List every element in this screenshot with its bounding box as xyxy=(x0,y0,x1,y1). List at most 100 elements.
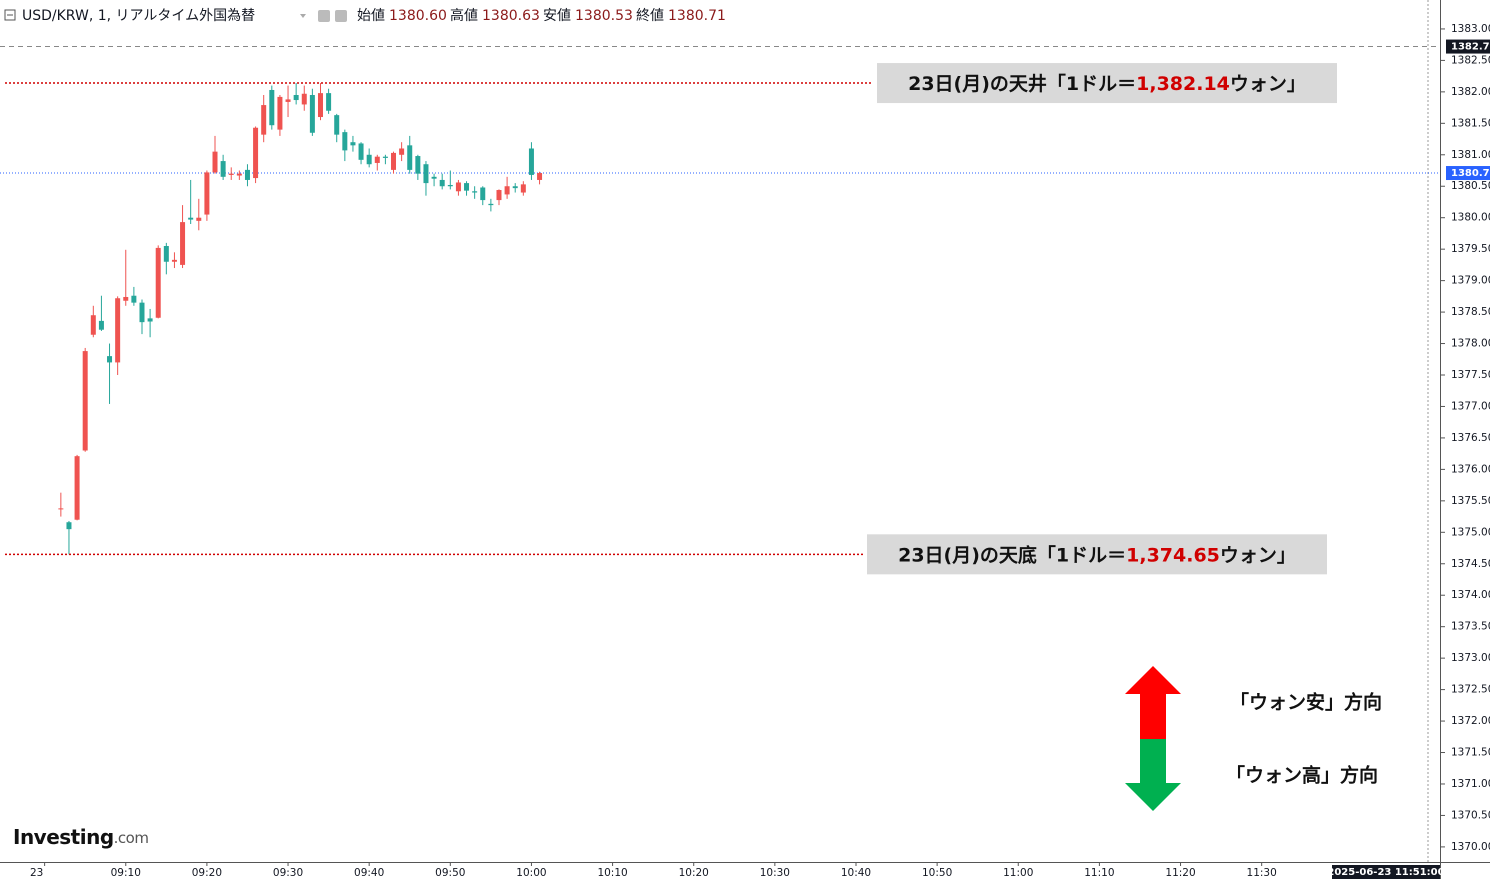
x-tick-label: 10:10 xyxy=(597,867,627,879)
annotation-prefix: 23日(月)の天井「1ドル＝ xyxy=(908,72,1136,95)
x-tick-label: 23 xyxy=(30,867,43,879)
candle-body xyxy=(180,222,186,265)
candle-body xyxy=(342,132,348,151)
dropdown[interactable] xyxy=(300,14,306,18)
ohlc-value: 1380.53 xyxy=(575,8,633,24)
annotation: 23日(月)の天井「1ドル＝1,382.14ウォン」 xyxy=(908,72,1306,95)
candle-body xyxy=(188,217,194,220)
x-tick-label: 10:30 xyxy=(760,867,790,879)
candle-body xyxy=(244,169,250,180)
y-tick-label: 1371.50 xyxy=(1451,747,1490,759)
candle-body xyxy=(374,156,380,163)
candle-body xyxy=(472,191,478,193)
ohlc-name: 始値 xyxy=(357,8,385,24)
y-tick-label: 1377.00 xyxy=(1451,400,1490,412)
collapse-icon[interactable] xyxy=(4,9,16,21)
annotation-value: 1,382.14 xyxy=(1136,73,1230,95)
candle-body xyxy=(391,152,397,170)
candle-body xyxy=(147,318,153,322)
candle-body xyxy=(439,179,445,187)
crosshair-time-box xyxy=(1332,865,1440,879)
x-tick-label: 10:50 xyxy=(922,867,952,879)
candle-body xyxy=(123,296,129,301)
logo: Investing.com xyxy=(13,825,148,849)
candle-body xyxy=(58,508,64,510)
y-tick-label: 1381.50 xyxy=(1451,117,1490,129)
candle-body xyxy=(293,95,299,101)
y-tick-label: 1380.50 xyxy=(1451,180,1490,192)
direction-down: 「ウォン高」方向 xyxy=(1226,764,1378,787)
y-tick-label: 1376.00 xyxy=(1451,463,1490,475)
candle-body xyxy=(504,186,510,195)
candle-body xyxy=(98,320,104,330)
candle-body xyxy=(196,217,202,221)
candle-body xyxy=(131,295,137,303)
candle-body xyxy=(317,93,323,118)
y-tick-label: 1379.50 xyxy=(1451,243,1490,255)
ohlc-value: 1380.71 xyxy=(668,8,726,24)
candle-body xyxy=(277,96,283,130)
y-tick-label: 1379.00 xyxy=(1451,275,1490,287)
candle-body xyxy=(309,95,315,133)
crosshair-time: 2025-06-23 11:51:00 xyxy=(1327,867,1444,878)
y-tick-label: 1383.00 xyxy=(1451,23,1490,35)
last-price-box xyxy=(1446,166,1490,181)
candle-body xyxy=(520,184,526,193)
candle-body xyxy=(204,172,210,215)
x-tick-label: 09:10 xyxy=(111,867,141,879)
candle-body xyxy=(228,173,234,175)
crosshair-price-box xyxy=(1446,39,1490,54)
eye-icon[interactable] xyxy=(318,10,330,22)
candle-body xyxy=(512,186,518,189)
candle-body xyxy=(350,142,356,146)
candle-body xyxy=(220,161,226,177)
y-tick-label: 1380.00 xyxy=(1451,212,1490,224)
y-tick-label: 1373.00 xyxy=(1451,652,1490,664)
x-tick-label: 09:20 xyxy=(192,867,222,879)
y-tick-label: 1370.50 xyxy=(1451,809,1490,821)
x-tick-label: 11:10 xyxy=(1084,867,1114,879)
candle-body xyxy=(82,351,88,451)
logo-name: Investing xyxy=(13,825,114,849)
candle-body xyxy=(480,187,486,201)
candle-body xyxy=(139,302,145,323)
y-tick-label: 1374.50 xyxy=(1451,558,1490,570)
y-tick-label: 1371.00 xyxy=(1451,778,1490,790)
candle-body xyxy=(464,183,470,191)
ohlc-value: 1380.63 xyxy=(482,8,540,24)
candle-body xyxy=(90,315,96,335)
candle-body xyxy=(496,190,502,201)
ohlc-name: 安値 xyxy=(543,8,571,24)
candle-body xyxy=(163,246,169,262)
settings-icon[interactable] xyxy=(335,10,347,22)
x-tick-label: 09:40 xyxy=(354,867,384,879)
annotation-box xyxy=(867,534,1327,575)
annotation-prefix: 23日(月)の天底「1ドル＝ xyxy=(898,543,1126,566)
direction-up: 「ウォン安」方向 xyxy=(1230,691,1382,714)
candle-body xyxy=(301,93,307,105)
ohlc-name: 高値 xyxy=(450,7,478,24)
candle-body xyxy=(171,259,177,262)
candle-body xyxy=(236,173,242,176)
candle-body xyxy=(212,151,218,173)
y-tick-label: 1382.00 xyxy=(1451,86,1490,98)
candle-body xyxy=(66,522,72,530)
y-tick-label: 1372.50 xyxy=(1451,684,1490,696)
x-tick-label: 10:20 xyxy=(679,867,709,879)
x-tick-label: 09:30 xyxy=(273,867,303,879)
y-tick-label: 1370.00 xyxy=(1451,841,1490,853)
candle-body xyxy=(455,182,461,192)
y-tick-label: 1377.50 xyxy=(1451,369,1490,381)
y-tick-label: 1381.00 xyxy=(1451,149,1490,161)
y-tick-label: 1373.50 xyxy=(1451,621,1490,633)
down-arrow xyxy=(1125,739,1181,811)
logo-suffix: .com xyxy=(114,829,149,847)
candle-body xyxy=(415,156,421,174)
x-tick-label: 11:30 xyxy=(1247,867,1277,879)
candle-body xyxy=(253,127,259,179)
y-tick-label: 1378.50 xyxy=(1451,306,1490,318)
annotation: 23日(月)の天底「1ドル＝1,374.65ウォン」 xyxy=(898,543,1296,566)
y-tick-label: 1375.00 xyxy=(1451,526,1490,538)
candle-body xyxy=(261,105,267,135)
